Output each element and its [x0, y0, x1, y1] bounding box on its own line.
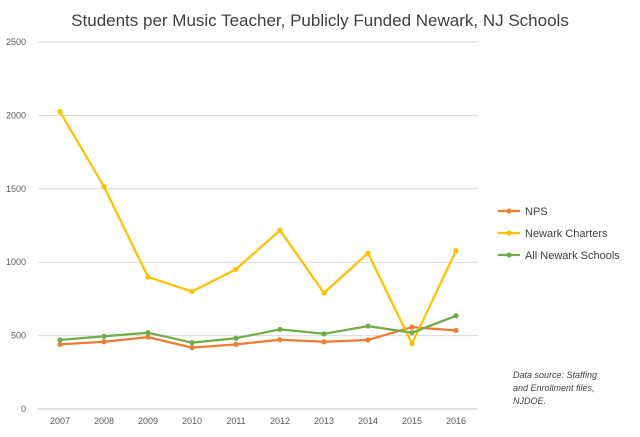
gridlines	[38, 41, 478, 410]
data-point	[409, 330, 415, 336]
y-tick-label: 2000	[6, 110, 26, 120]
data-point	[57, 109, 63, 115]
x-axis-ticks: 2007 2008 2009 2010 2011 2012 2013 2014 2015 2016	[50, 416, 466, 426]
annotation-line: Data source: Staffing	[513, 370, 597, 380]
data-point	[233, 335, 239, 341]
legend-marker	[506, 230, 512, 236]
x-tick-label: 2012	[270, 416, 290, 426]
data-point	[101, 339, 107, 345]
data-point	[453, 313, 459, 319]
legend-marker	[506, 208, 512, 214]
data-point	[145, 330, 151, 336]
x-tick-label: 2011	[226, 416, 245, 426]
y-tick-label: 0	[21, 404, 26, 414]
series-lines	[57, 109, 459, 351]
legend-marker	[506, 252, 512, 258]
data-point	[321, 290, 327, 296]
legend-label: All Newark Schools	[525, 250, 620, 262]
annotation-line: NJDOE.	[513, 396, 546, 406]
x-tick-label: 2014	[358, 416, 378, 426]
legend-label: NPS	[525, 206, 548, 218]
data-point	[277, 326, 283, 333]
x-tick-label: 2013	[314, 416, 334, 426]
y-axis-ticks: 0 500 1000 1500 2000 2500	[6, 37, 26, 414]
data-point	[189, 340, 195, 346]
series-line	[59, 111, 458, 345]
data-point	[145, 334, 151, 340]
data-point	[233, 341, 239, 348]
x-tick-label: 2009	[138, 416, 158, 426]
data-point	[189, 345, 195, 351]
y-tick-label: 500	[11, 331, 26, 341]
data-point	[57, 337, 63, 343]
x-tick-label: 2015	[402, 416, 422, 426]
data-source-note: Data source: Staffing and Enrollment file…	[513, 370, 597, 406]
data-point	[409, 341, 415, 347]
x-tick-label: 2010	[182, 416, 202, 426]
data-point	[409, 324, 415, 330]
data-point	[57, 341, 63, 348]
chart-title: Students per Music Teacher, Publicly Fun…	[71, 11, 569, 30]
x-tick-label: 2016	[446, 416, 466, 426]
data-point	[321, 331, 327, 337]
x-tick-label: 2007	[50, 416, 70, 426]
data-point	[277, 337, 283, 343]
data-point	[365, 337, 371, 343]
data-point	[321, 339, 327, 345]
legend-label: Newark Charters	[525, 228, 608, 240]
data-point	[233, 266, 239, 272]
annotation-line: and Enrollment files,	[513, 383, 595, 393]
y-tick-label: 1000	[6, 257, 26, 267]
data-point	[145, 274, 151, 280]
series-line	[59, 325, 457, 349]
y-tick-label: 2500	[6, 37, 26, 47]
data-point	[189, 288, 195, 295]
series-line	[59, 314, 457, 344]
data-point	[453, 248, 459, 254]
legend: NPS Newark Charters All Newark Schools	[498, 206, 620, 262]
y-tick-label: 1500	[6, 184, 26, 194]
data-point	[453, 327, 459, 334]
data-point	[365, 250, 371, 256]
x-tick-label: 2008	[94, 416, 114, 426]
data-point	[101, 333, 107, 339]
data-point	[277, 227, 283, 233]
data-point	[365, 323, 371, 329]
data-point	[101, 183, 107, 190]
